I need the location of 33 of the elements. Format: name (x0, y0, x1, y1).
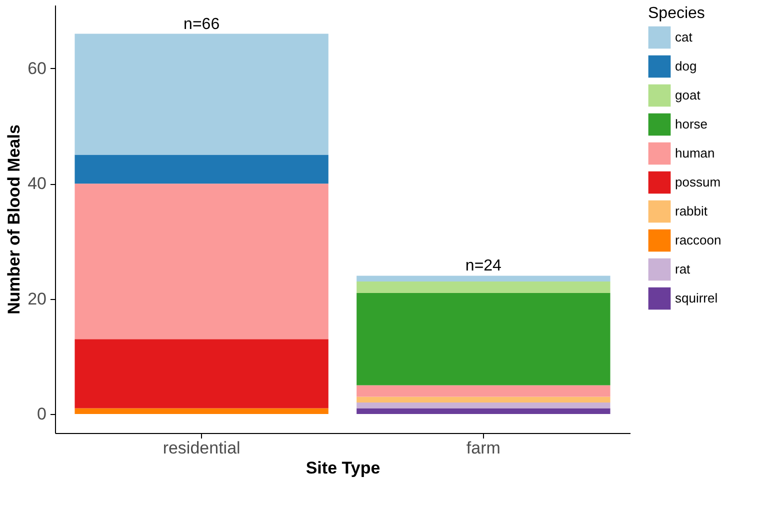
legend-label: goat (675, 88, 701, 102)
y-tick-label: 40 (28, 174, 46, 194)
bar (356, 408, 610, 414)
legend-label: raccoon (675, 232, 722, 248)
legend-label: horse (675, 116, 708, 132)
legend-label: cat (675, 30, 693, 44)
y-tick-label: 20 (28, 289, 46, 308)
x-axis-title: Site Type (306, 458, 380, 478)
legend-title: Species (648, 5, 705, 22)
x-tick-label: residential (162, 438, 240, 458)
annotation: n=66 (184, 16, 220, 33)
y-tick-label: 0 (37, 404, 46, 424)
legend-label: possum (675, 174, 721, 190)
bar (74, 154, 328, 184)
bar (356, 402, 610, 408)
bar (356, 385, 610, 397)
bar (74, 34, 328, 155)
y-tick-label: 60 (28, 58, 46, 78)
y-axis-title: Number of Blood Meals (4, 124, 24, 314)
bar (356, 293, 610, 386)
bar (356, 276, 610, 282)
legend-label: dog (675, 58, 697, 74)
bar (356, 282, 610, 294)
bar (74, 408, 328, 414)
x-tick-label: farm (466, 438, 500, 458)
legend-label: squirrel (675, 290, 718, 306)
legend-label: human (675, 146, 715, 160)
bar (356, 396, 610, 402)
annotation: n=24 (465, 258, 502, 275)
bar (74, 339, 328, 408)
bar (74, 184, 328, 340)
legend-label: rabbit (675, 204, 708, 218)
legend-label: rat (675, 262, 691, 276)
